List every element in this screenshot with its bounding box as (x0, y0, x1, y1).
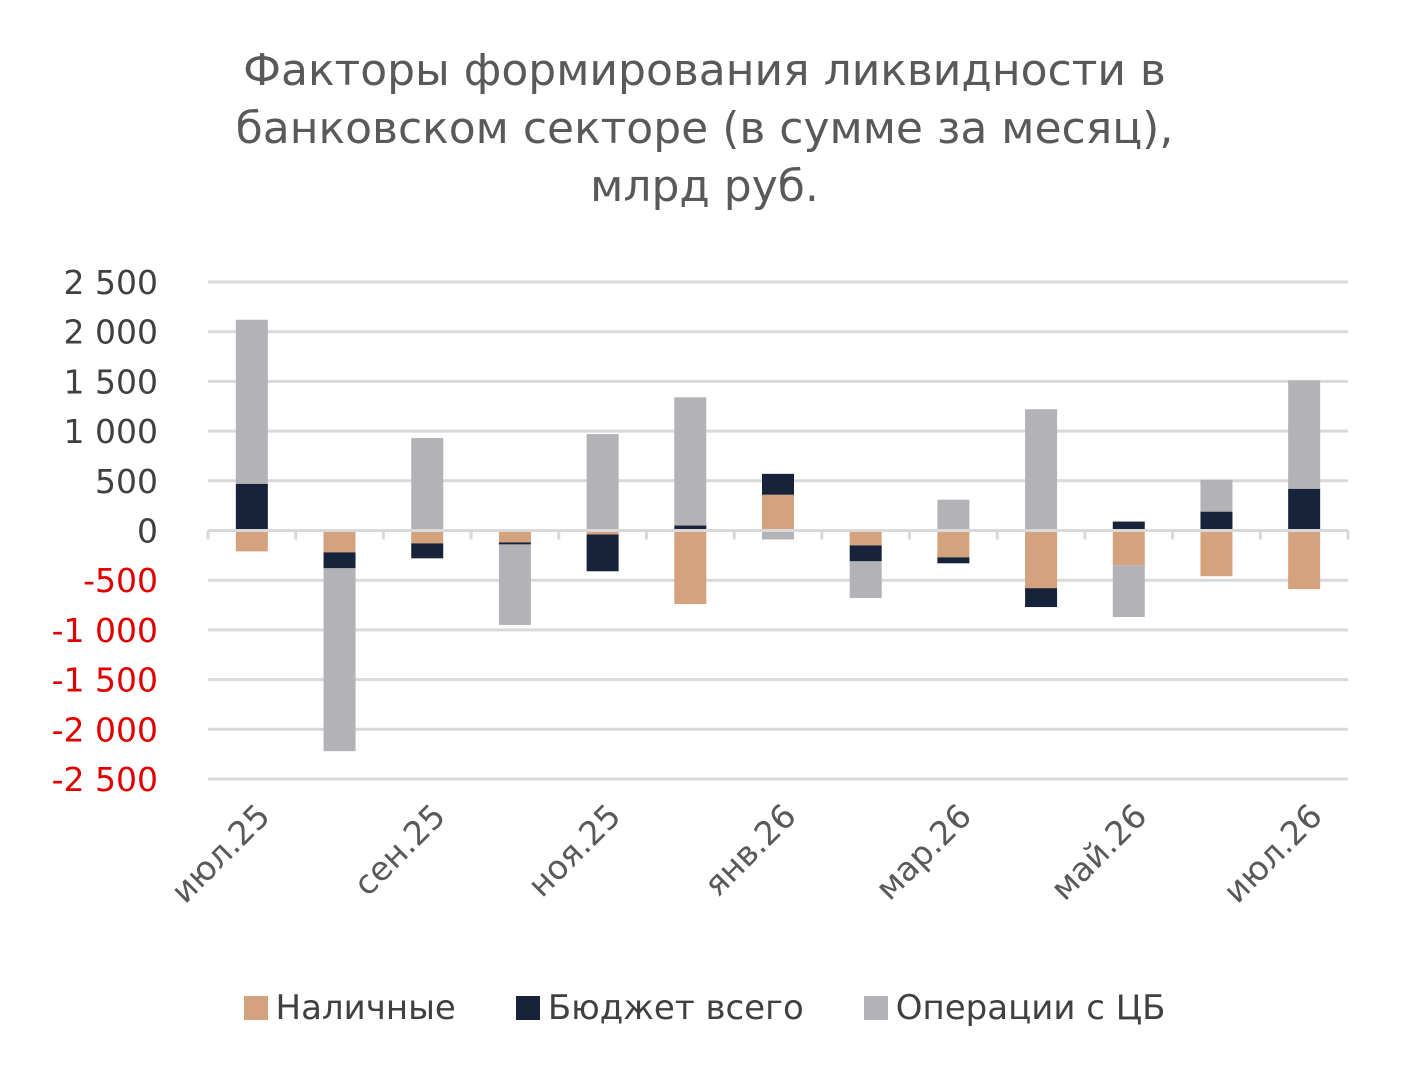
x-tick-label: сен.25 (346, 796, 453, 903)
bar-segment (1025, 530, 1058, 589)
bar-segment (1112, 565, 1145, 617)
bar-segment (323, 568, 356, 752)
bar-segment (1025, 409, 1058, 531)
bar-segment (586, 434, 619, 531)
y-tick-label: -2 500 (52, 760, 158, 799)
legend-swatch (515, 996, 540, 1020)
bar-segment (411, 530, 444, 544)
bar-segment (1288, 488, 1321, 531)
bar-segment (937, 530, 970, 558)
y-tick-label: 1 000 (64, 412, 158, 451)
legend-item: Бюджет всего (515, 988, 804, 1028)
bar-segment (586, 534, 619, 572)
bar-segment (498, 544, 531, 625)
bar-segment (1025, 588, 1058, 608)
bar-segment (1112, 530, 1145, 566)
x-tick-label: ноя.25 (520, 796, 628, 904)
bar-segment (498, 530, 531, 543)
y-tick-label: -500 (83, 561, 158, 600)
x-tick-label: июл.26 (1215, 796, 1329, 910)
bar-segment (762, 473, 794, 495)
bar-segment (849, 561, 882, 599)
bar-segment (937, 499, 970, 531)
bar-segment (586, 530, 619, 535)
bar-segment (1200, 479, 1233, 512)
y-tick-label: -1 500 (52, 661, 158, 700)
legend-swatch (243, 996, 268, 1020)
bar-segment (323, 530, 356, 553)
bar-segment (498, 542, 531, 545)
chart-title: Факторы формирования ликвидности в банко… (235, 45, 1174, 212)
bar-segment (674, 530, 707, 605)
y-tick-label: -2 000 (52, 710, 158, 749)
legend-swatch (863, 996, 888, 1020)
bar-segment (235, 483, 268, 531)
y-tick-label: 2 000 (64, 313, 158, 352)
y-tick-label: 1 500 (64, 362, 158, 401)
bar-segment (1200, 511, 1233, 531)
bar-segment (674, 397, 707, 526)
bar-segment (849, 530, 882, 546)
bar-segment (1288, 380, 1321, 489)
y-tick-label: 2 500 (64, 263, 158, 302)
y-tick-label: 500 (95, 462, 158, 501)
bar-segment (937, 557, 970, 564)
bar-segment (674, 525, 707, 531)
legend-item: Операции с ЦБ (863, 988, 1166, 1028)
x-tick-label: май.26 (1043, 796, 1155, 908)
bar-segment (1288, 530, 1321, 590)
x-tick-label: мар.26 (868, 796, 979, 907)
legend-label: Наличные (275, 988, 456, 1028)
y-tick-label: 0 (137, 512, 158, 551)
bar-segment (1112, 521, 1145, 531)
y-tick-label: -1 000 (52, 611, 158, 650)
bar-segment (411, 543, 444, 559)
bar-segment (849, 545, 882, 562)
bar-segment (411, 438, 444, 531)
x-tick-label: июл.25 (163, 796, 277, 910)
bar-segment (235, 530, 268, 552)
x-tick-label: янв.26 (696, 796, 804, 904)
chart-legend: Наличные Бюджет всего Операции с ЦБ (0, 988, 1409, 1028)
bar-segment (762, 494, 794, 531)
bar-segment (762, 530, 794, 540)
legend-label: Операции с ЦБ (895, 988, 1166, 1028)
bar-segment (1200, 530, 1233, 577)
legend-label: Бюджет всего (547, 988, 804, 1028)
bar-segment (323, 552, 356, 569)
legend-item: Наличные (243, 988, 456, 1028)
bar-segment (235, 319, 268, 484)
